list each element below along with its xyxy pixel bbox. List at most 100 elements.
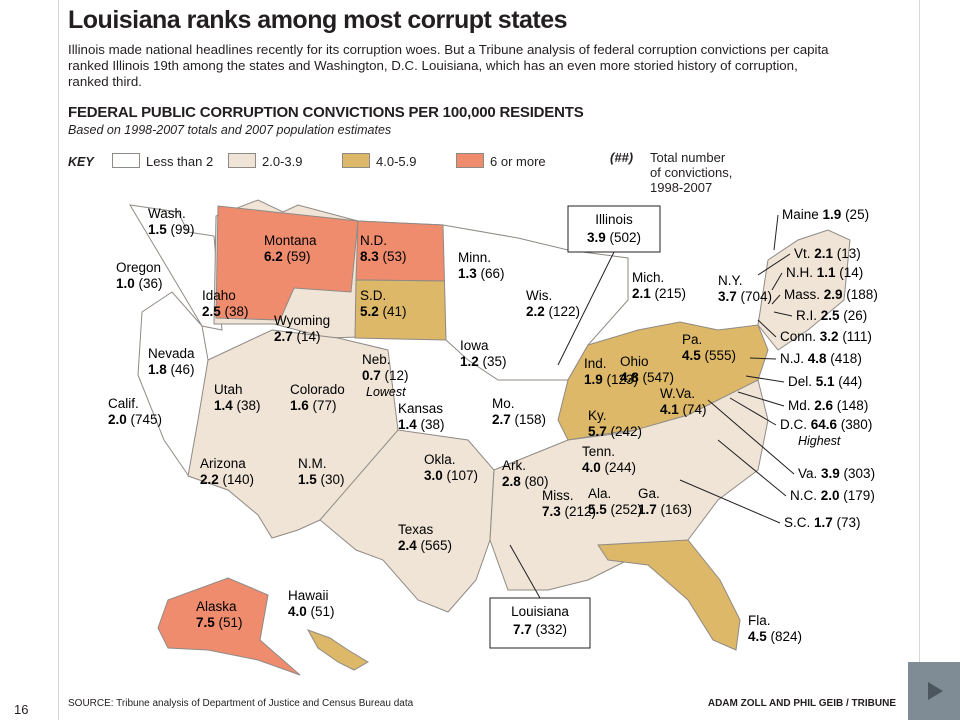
state-rate: 2.1 bbox=[814, 246, 833, 261]
state-total: (38) bbox=[233, 398, 261, 413]
state-total: (80) bbox=[521, 474, 549, 489]
state-name: W.Va. bbox=[660, 386, 695, 401]
state-name: Conn. bbox=[780, 329, 820, 344]
callout-text: Del. 5.1 (44) bbox=[788, 374, 862, 389]
region-florida bbox=[597, 539, 741, 651]
state-rate: 1.9 bbox=[823, 207, 842, 222]
leader-line bbox=[707, 399, 795, 475]
state-total: (242) bbox=[607, 424, 642, 439]
callout-conn: Conn. 3.2 (111) bbox=[757, 319, 872, 344]
state-rate: 1.0 bbox=[116, 276, 135, 291]
state-label-miss: Miss.7.3 (212) bbox=[542, 488, 596, 519]
callout-n-c: N.C. 2.0 (179) bbox=[717, 439, 875, 503]
callout-va: Va. 3.9 (303) bbox=[707, 399, 875, 481]
state-total: (123) bbox=[603, 372, 638, 387]
callout-n-h: N.H. 1.1 (14) bbox=[771, 265, 864, 291]
state-label-ind: Ind.1.9 (123) bbox=[584, 356, 638, 387]
slide-number: 16 bbox=[14, 702, 29, 717]
state-total: (122) bbox=[545, 304, 580, 319]
state-total: (13) bbox=[833, 246, 861, 261]
state-label-ala: Ala.5.5 (252) bbox=[588, 486, 642, 517]
state-value: 1.6 (77) bbox=[290, 398, 337, 413]
state-value: 0.7 (12) bbox=[362, 368, 409, 383]
state-rate: 1.5 bbox=[148, 222, 167, 237]
callout-s-c: S.C. 1.7 (73) bbox=[679, 479, 861, 530]
callout-frame bbox=[489, 597, 591, 649]
state-name: N.D. bbox=[360, 233, 387, 248]
state-name: Calif. bbox=[108, 396, 139, 411]
state-total: (73) bbox=[833, 515, 861, 530]
callout-text: N.C. 2.0 (179) bbox=[790, 488, 875, 503]
state-total: (163) bbox=[657, 502, 692, 517]
state-value: 4.1 (74) bbox=[660, 402, 707, 417]
state-label-n-d: N.D.8.3 (53) bbox=[360, 233, 407, 264]
state-total: (148) bbox=[833, 398, 868, 413]
state-value: 1.5 (99) bbox=[148, 222, 195, 237]
state-rate: 1.2 bbox=[460, 354, 479, 369]
state-name: Iowa bbox=[460, 338, 489, 353]
state-rate: 4.5 bbox=[748, 629, 767, 644]
state-total: (99) bbox=[167, 222, 195, 237]
state-total: (30) bbox=[317, 472, 345, 487]
region-texas bbox=[319, 429, 495, 613]
state-rate: 1.1 bbox=[817, 265, 836, 280]
leader-line bbox=[757, 253, 791, 276]
state-name: Wis. bbox=[526, 288, 552, 303]
key-item-label: 2.0-3.9 bbox=[262, 154, 303, 169]
state-total: (704) bbox=[737, 289, 772, 304]
callout-md: Md. 2.6 (148) bbox=[737, 391, 868, 413]
state-total: (14) bbox=[293, 329, 321, 344]
state-name: Hawaii bbox=[288, 588, 329, 603]
state-label-minn: Minn.1.3 (66) bbox=[458, 250, 505, 281]
state-label-mo: Mo.2.7 (158) bbox=[492, 396, 546, 427]
credit-line: ADAM ZOLL AND PHIL GEIB / TRIBUNE bbox=[707, 698, 896, 709]
state-rate: 7.3 bbox=[542, 504, 561, 519]
state-total: (14) bbox=[836, 265, 864, 280]
key-total-text: Total number of convictions, 1998-2007 bbox=[650, 150, 790, 195]
state-value: 3.7 (704) bbox=[718, 289, 772, 304]
key-item-less-than-2: Less than 2 bbox=[112, 153, 213, 169]
callout-r-i: R.I. 2.5 (26) bbox=[773, 308, 867, 323]
state-total: (332) bbox=[532, 622, 567, 637]
state-name: Del. bbox=[788, 374, 816, 389]
leader-line bbox=[729, 397, 777, 426]
state-name: Okla. bbox=[424, 452, 456, 467]
state-value: 6.2 (59) bbox=[264, 249, 311, 264]
state-name: N.C. bbox=[790, 488, 821, 503]
state-name: Maine bbox=[782, 207, 823, 222]
state-value: 5.5 (252) bbox=[588, 502, 642, 517]
state-rate: 4.1 bbox=[660, 402, 679, 417]
state-value: 1.7 (163) bbox=[638, 502, 692, 517]
callout-text: D.C. 64.6 (380) bbox=[780, 417, 872, 432]
state-name: Oregon bbox=[116, 260, 161, 275]
state-rate: 2.7 bbox=[492, 412, 511, 427]
state-value: 1.0 (36) bbox=[116, 276, 163, 291]
leader-line bbox=[773, 311, 793, 317]
state-rate: 2.0 bbox=[108, 412, 127, 427]
key-swatch bbox=[112, 153, 140, 168]
state-name: Minn. bbox=[458, 250, 491, 265]
next-slide-button[interactable] bbox=[908, 662, 960, 720]
state-total: (59) bbox=[283, 249, 311, 264]
state-value: 2.4 (565) bbox=[398, 538, 452, 553]
state-total: (418) bbox=[827, 351, 862, 366]
state-rate: 4.5 bbox=[682, 348, 701, 363]
state-name: Colorado bbox=[290, 382, 345, 397]
callout-text: R.I. 2.5 (26) bbox=[796, 308, 867, 323]
state-value: 2.7 (158) bbox=[492, 412, 546, 427]
state-value: 1.4 (38) bbox=[214, 398, 261, 413]
state-total: (252) bbox=[607, 502, 642, 517]
state-total: (244) bbox=[601, 460, 636, 475]
state-value: 3.9 (502) bbox=[587, 230, 641, 245]
callout-vt: Vt. 2.1 (13) bbox=[757, 246, 861, 276]
state-label-wash: Wash.1.5 (99) bbox=[148, 206, 195, 237]
key-swatch bbox=[456, 153, 484, 168]
state-total: (303) bbox=[840, 466, 875, 481]
state-name: Nevada bbox=[148, 346, 195, 361]
state-name: S.C. bbox=[784, 515, 814, 530]
state-rate: 4.0 bbox=[288, 604, 307, 619]
state-value: 5.2 (41) bbox=[360, 304, 407, 319]
